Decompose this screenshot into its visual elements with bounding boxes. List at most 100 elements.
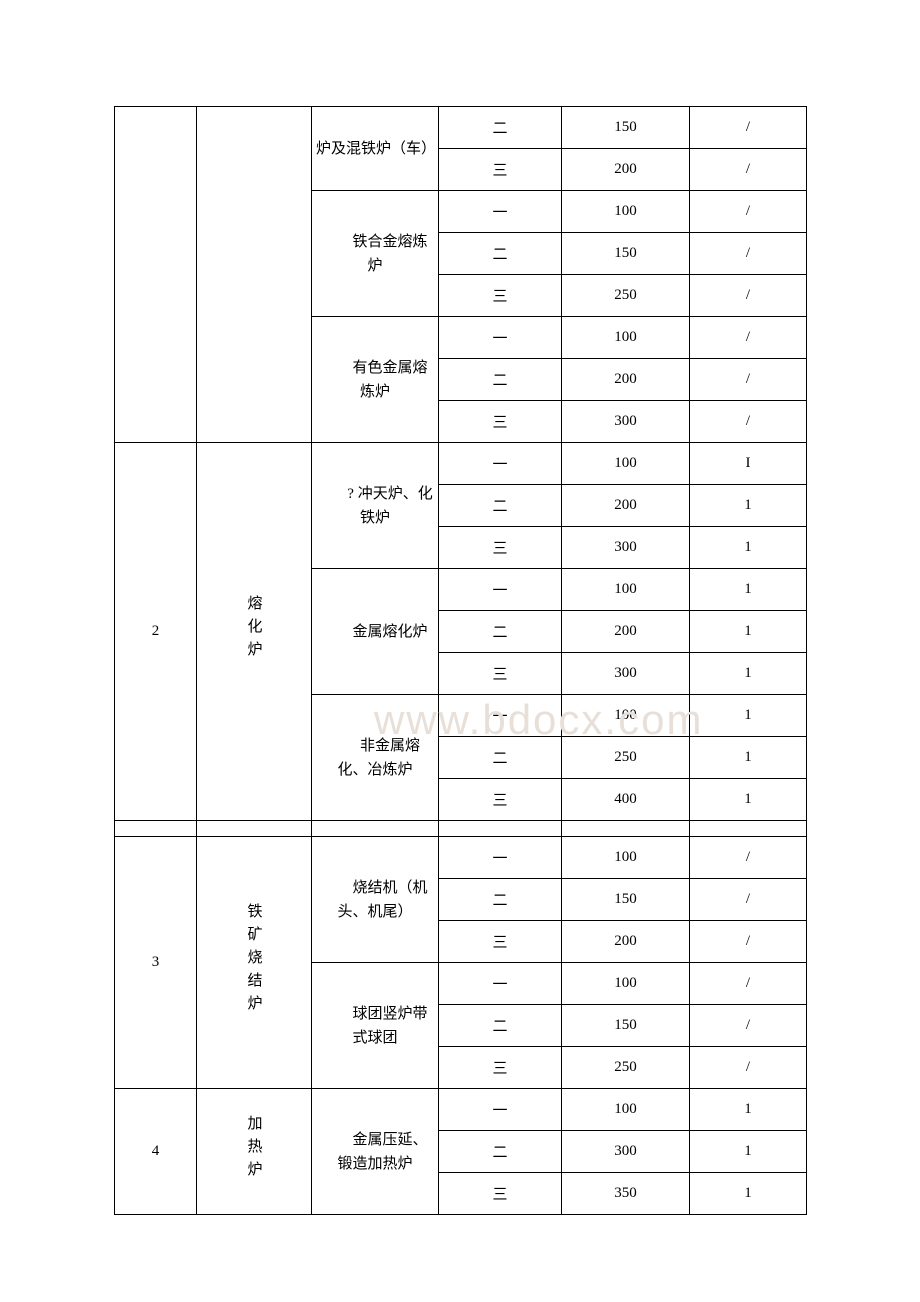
value-cell: 100 [562,837,690,879]
level-cell: 三 [439,653,562,695]
table-row: 炉及混铁炉（车）二150/ [115,107,807,149]
note-cell: 1 [690,485,807,527]
group-name-cell: 烧结机（机头、机尾） [312,837,439,963]
seq-cell: 4 [115,1089,197,1215]
note-cell: 1 [690,779,807,821]
note-cell: 1 [690,653,807,695]
level-cell: 三 [439,149,562,191]
value-cell: 350 [562,1173,690,1215]
value-cell: 200 [562,359,690,401]
value-cell: 400 [562,779,690,821]
blank-cell [197,821,312,837]
blank-cell [115,821,197,837]
note-cell: 1 [690,1173,807,1215]
level-cell: 二 [439,107,562,149]
level-cell: 三 [439,527,562,569]
note-cell: / [690,921,807,963]
blank-cell [690,821,807,837]
category-cell: 熔化炉 [197,443,312,821]
category-label: 熔化炉 [244,595,265,664]
value-cell: 100 [562,695,690,737]
group-name-cell: 金属压延、锻造加热炉 [312,1089,439,1215]
seq-cell: 3 [115,837,197,1089]
level-cell: 一 [439,837,562,879]
blank-cell [439,821,562,837]
level-cell: 二 [439,879,562,921]
note-cell: / [690,275,807,317]
note-cell: / [690,107,807,149]
note-cell: / [690,191,807,233]
note-cell: / [690,359,807,401]
value-cell: 200 [562,149,690,191]
note-cell: 1 [690,569,807,611]
table-row: 3铁矿烧结炉 烧结机（机头、机尾）一100/ [115,837,807,879]
value-cell: 300 [562,1131,690,1173]
table-row: 2熔化炉 ? 冲天炉、化铁炉一100I [115,443,807,485]
note-cell: I [690,443,807,485]
note-cell: 1 [690,737,807,779]
note-cell: / [690,317,807,359]
note-cell: / [690,963,807,1005]
group-name-cell: 炉及混铁炉（车） [312,107,439,191]
note-cell: 1 [690,611,807,653]
value-cell: 100 [562,191,690,233]
value-cell: 150 [562,879,690,921]
level-cell: 二 [439,611,562,653]
level-cell: 三 [439,275,562,317]
category-cell: 铁矿烧结炉 [197,837,312,1089]
note-cell: 1 [690,527,807,569]
level-cell: 三 [439,1047,562,1089]
category-cell: 加热炉 [197,1089,312,1215]
note-cell: / [690,879,807,921]
group-name-cell: 金属熔化炉 [312,569,439,695]
level-cell: 一 [439,963,562,1005]
value-cell: 200 [562,485,690,527]
level-cell: 一 [439,317,562,359]
group-name-cell: 有色金属熔炼炉 [312,317,439,443]
blank-cell [562,821,690,837]
value-cell: 250 [562,737,690,779]
seq-cell [115,107,197,443]
level-cell: 二 [439,737,562,779]
note-cell: / [690,401,807,443]
category-label: 加热炉 [244,1115,265,1184]
level-cell: 一 [439,695,562,737]
note-cell: / [690,1005,807,1047]
table-row: 4加热炉 金属压延、锻造加热炉一1001 [115,1089,807,1131]
value-cell: 100 [562,963,690,1005]
value-cell: 250 [562,275,690,317]
group-name-cell: 球团竖炉带式球团 [312,963,439,1089]
level-cell: 一 [439,443,562,485]
value-cell: 100 [562,569,690,611]
level-cell: 一 [439,1089,562,1131]
value-cell: 300 [562,653,690,695]
level-cell: 二 [439,485,562,527]
level-cell: 二 [439,359,562,401]
level-cell: 二 [439,1131,562,1173]
value-cell: 300 [562,527,690,569]
value-cell: 100 [562,443,690,485]
level-cell: 二 [439,233,562,275]
group-name-cell: ? 冲天炉、化铁炉 [312,443,439,569]
note-cell: / [690,837,807,879]
level-cell: 一 [439,569,562,611]
table-wrapper: www.bdocx.com 炉及混铁炉（车）二150/三200/ 铁合金熔炼炉一… [114,106,806,1215]
note-cell: 1 [690,1089,807,1131]
value-cell: 100 [562,1089,690,1131]
level-cell: 三 [439,779,562,821]
value-cell: 150 [562,233,690,275]
main-table: 炉及混铁炉（车）二150/三200/ 铁合金熔炼炉一100/二150/三250/… [114,106,807,1215]
note-cell: / [690,233,807,275]
blank-cell [312,821,439,837]
value-cell: 250 [562,1047,690,1089]
value-cell: 150 [562,1005,690,1047]
seq-cell: 2 [115,443,197,821]
value-cell: 200 [562,921,690,963]
blank-row [115,821,807,837]
level-cell: 三 [439,401,562,443]
category-label: 铁矿烧结炉 [244,903,265,1018]
note-cell: / [690,149,807,191]
note-cell: 1 [690,695,807,737]
level-cell: 二 [439,1005,562,1047]
level-cell: 三 [439,921,562,963]
